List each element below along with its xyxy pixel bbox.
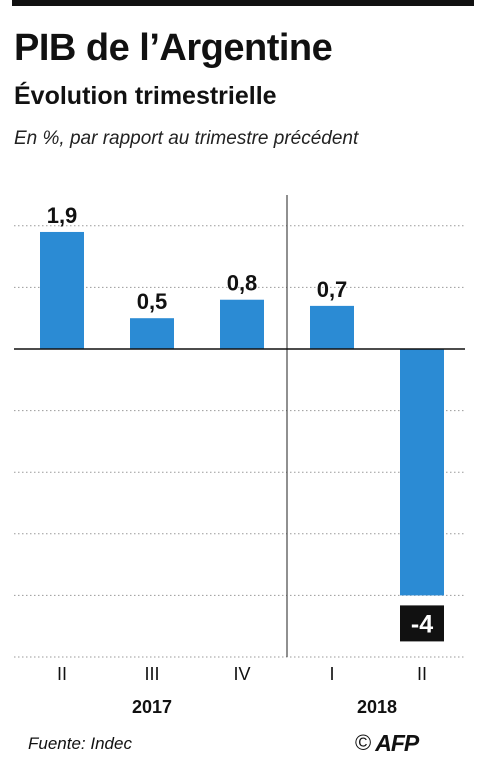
data-label: -4	[411, 610, 433, 638]
group-label: 2018	[357, 697, 397, 717]
data-label: 1,9	[47, 203, 78, 228]
bar	[400, 349, 444, 596]
tick-label: I	[329, 664, 334, 684]
data-label-box	[400, 605, 444, 642]
bar	[130, 318, 174, 349]
afp-logo: AFP	[375, 730, 419, 756]
labels-layer: 1,9 0,5 0,8 0,7 -4	[47, 203, 444, 642]
tick-label: III	[144, 664, 159, 684]
chart-title: PIB de l’Argentine	[14, 27, 333, 69]
grid-layer	[14, 225, 465, 658]
credit: © AFP	[355, 730, 419, 756]
tick-label: IV	[233, 664, 250, 684]
source-note: Fuente: Indec	[28, 734, 132, 753]
data-label: 0,7	[317, 277, 348, 302]
chart-unit-note: En %, par rapport au trimestre précédent	[14, 128, 359, 149]
data-label: 0,8	[227, 271, 258, 296]
group-label: 2017	[132, 697, 172, 717]
top-rule	[12, 0, 474, 6]
bar	[220, 299, 264, 349]
tick-label: II	[57, 664, 67, 684]
tick-label: II	[417, 664, 427, 684]
copyright-symbol: ©	[355, 730, 372, 755]
bar	[310, 305, 354, 349]
data-label: 0,5	[137, 289, 168, 314]
chart-subtitle: Évolution trimestrielle	[14, 82, 277, 110]
bar	[40, 231, 84, 349]
bars-layer	[40, 231, 444, 596]
